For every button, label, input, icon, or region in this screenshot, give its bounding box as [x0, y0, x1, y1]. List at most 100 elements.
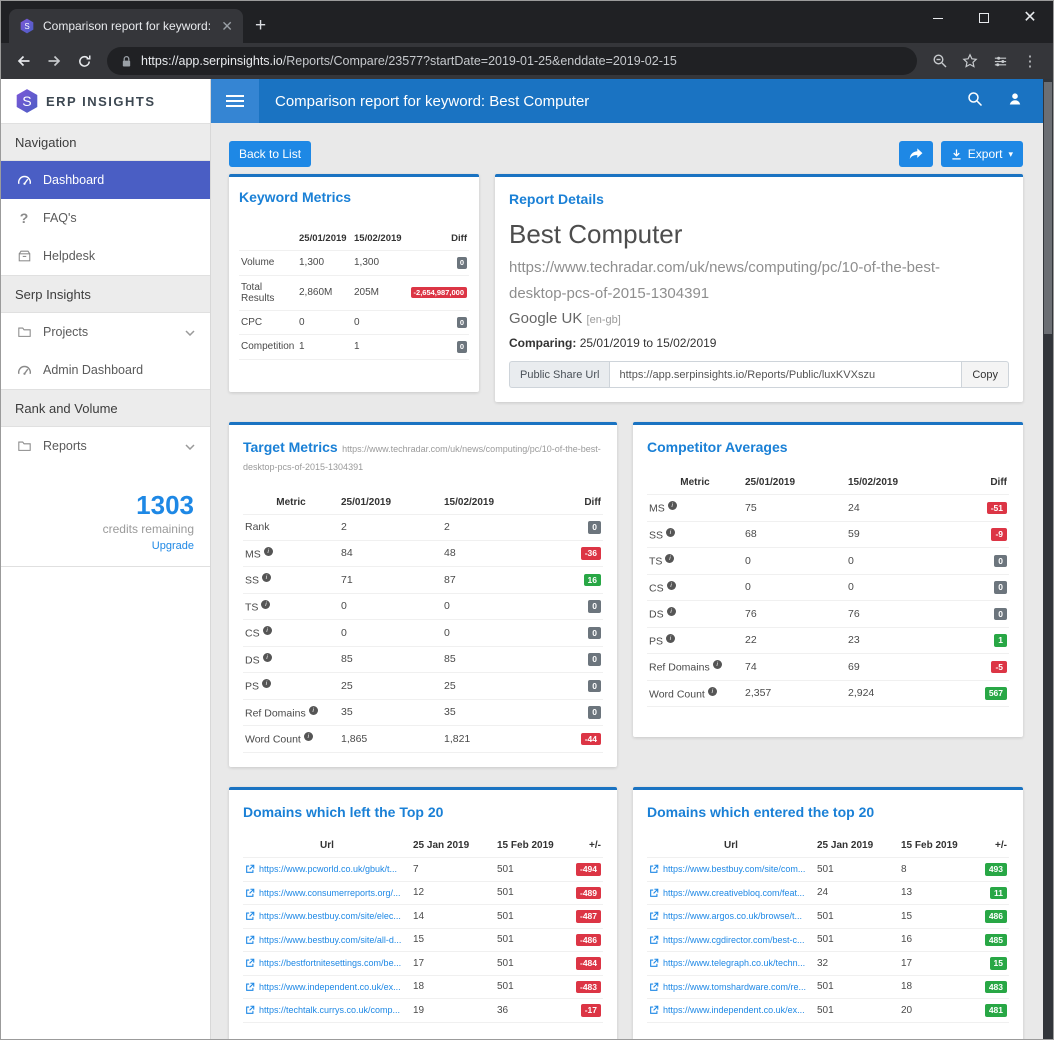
browser-menu-button[interactable]: ⋮: [1015, 47, 1045, 75]
sidebar-item-reports[interactable]: Reports: [1, 427, 210, 465]
zoom-button[interactable]: [925, 47, 955, 75]
domain-link[interactable]: https://www.pcworld.co.uk/gbuk/t...: [259, 864, 398, 875]
metric-label: CS: [649, 582, 664, 594]
domain-link[interactable]: https://www.tomshardware.com/re...: [663, 981, 807, 992]
close-button[interactable]: ✕: [1007, 1, 1053, 35]
sidebar-item-dashboard[interactable]: Dashboard: [1, 161, 210, 199]
domain-link[interactable]: https://www.independent.co.uk/ex...: [663, 1005, 805, 1016]
maximize-icon: [979, 13, 989, 23]
diff-badge: 0: [588, 679, 601, 692]
export-actions: Export ▾: [898, 141, 1023, 167]
value-second-date: 59: [846, 520, 949, 548]
info-icon[interactable]: i: [666, 607, 676, 616]
tab-close-icon[interactable]: ✕: [221, 18, 233, 34]
main-area: Comparison report for keyword: Best Comp…: [211, 79, 1053, 1039]
info-icon[interactable]: i: [666, 580, 676, 590]
sidebar-item-admin-dashboard[interactable]: Admin Dashboard: [1, 351, 210, 389]
info-icon[interactable]: i: [308, 705, 318, 715]
user-button[interactable]: [1007, 91, 1023, 112]
value-second-date: 23: [846, 626, 949, 654]
extension-button[interactable]: [985, 47, 1015, 75]
metric-label: SS: [649, 529, 664, 541]
maximize-button[interactable]: [961, 1, 1007, 35]
metric-label: SS: [245, 574, 260, 587]
metric-label: MS: [649, 502, 665, 515]
diff-badge: 486: [984, 910, 1007, 923]
brand-logo[interactable]: S ERP INSIGHTS: [1, 79, 210, 123]
domain-link[interactable]: https://www.telegraph.co.uk/techn...: [663, 958, 806, 969]
address-bar[interactable]: https://app.serpinsights.io/Reports/Comp…: [107, 47, 917, 75]
diff-badge: -2,654,987,000: [410, 286, 467, 299]
card-title-line: Target Metrics https://www.techradar.com…: [243, 439, 603, 475]
rank-first-date: 501: [815, 904, 899, 928]
info-icon[interactable]: i: [667, 501, 677, 510]
new-tab-button[interactable]: +: [255, 15, 267, 36]
info-icon[interactable]: i: [263, 546, 273, 556]
metrics-cards-row: Target Metrics https://www.techradar.com…: [229, 422, 1023, 767]
folder-icon: [16, 439, 32, 453]
domain-link[interactable]: https://www.bestbuy.com/site/com...: [663, 864, 806, 875]
sidebar-item-faqs[interactable]: ? FAQ's: [1, 199, 210, 237]
domain-link[interactable]: https://techtalk.currys.co.uk/comp...: [259, 1005, 401, 1016]
sidebar-item-helpdesk[interactable]: Helpdesk: [1, 237, 210, 275]
minimize-button[interactable]: [915, 1, 961, 35]
domain-link[interactable]: https://bestfortnitesettings.com/be...: [259, 958, 402, 969]
metric-label: PS: [245, 680, 260, 693]
diff-badge: 0: [588, 653, 601, 666]
table-row: TS i 0 0 0: [243, 592, 603, 620]
hamburger-button[interactable]: [211, 79, 259, 123]
forward-button[interactable]: [39, 47, 69, 75]
domain-link[interactable]: https://www.creativebloq.com/feat...: [663, 887, 805, 898]
info-icon[interactable]: i: [712, 660, 722, 669]
domain-link[interactable]: https://www.consumerreports.org/...: [259, 887, 401, 898]
search-button[interactable]: [967, 91, 983, 112]
bookmark-button[interactable]: [955, 47, 985, 75]
table-row: https://www.bestbuy.com/site/elec... 14 …: [243, 904, 603, 928]
browser-tab[interactable]: S Comparison report for keyword: ✕: [9, 9, 243, 43]
info-icon[interactable]: i: [707, 686, 717, 696]
forward-icon: [48, 55, 61, 67]
table-row: CPC 0 0 0: [239, 309, 469, 335]
info-icon[interactable]: i: [666, 527, 676, 537]
value-first-date: 0: [339, 592, 442, 620]
language-tag: [en-gb]: [586, 314, 621, 326]
value-first-date: 85: [339, 645, 442, 673]
metric-label: DS: [245, 654, 260, 666]
sidebar-item-label: Projects: [43, 325, 89, 339]
sidebar-item-projects[interactable]: Projects: [1, 313, 210, 351]
table-row: Ref Domains i 74 69 -5: [647, 653, 1009, 680]
info-icon[interactable]: i: [262, 626, 272, 635]
value-second-date: 1: [352, 334, 402, 360]
domain-link[interactable]: https://www.independent.co.uk/ex...: [259, 981, 401, 992]
diff-badge: 0: [456, 316, 467, 328]
page-scrollbar[interactable]: [1043, 79, 1053, 1039]
back-to-list-button[interactable]: Back to List: [229, 141, 312, 167]
domain-link[interactable]: https://www.bestbuy.com/site/all-d...: [259, 934, 402, 945]
share-button[interactable]: [898, 141, 933, 167]
share-url-input[interactable]: [609, 361, 963, 388]
info-icon[interactable]: i: [303, 732, 313, 741]
scrollbar-thumb[interactable]: [1044, 82, 1052, 334]
info-icon[interactable]: i: [262, 652, 272, 662]
domain-link[interactable]: https://www.cgdirector.com/best-c...: [663, 934, 805, 945]
column-header: Diff: [451, 233, 467, 244]
metric-label: TS: [649, 555, 663, 568]
app-header-actions: [967, 91, 1023, 112]
export-button[interactable]: Export ▾: [940, 141, 1023, 167]
favicon-serp-insights: S: [20, 18, 34, 34]
back-button[interactable]: [9, 47, 39, 75]
domain-link[interactable]: https://www.argos.co.uk/browse/t...: [663, 911, 803, 922]
upgrade-link[interactable]: Upgrade: [151, 539, 194, 552]
lock-icon[interactable]: [121, 55, 132, 68]
caret-down-icon: ▾: [1008, 148, 1013, 159]
info-icon[interactable]: i: [261, 599, 271, 609]
info-icon[interactable]: i: [666, 633, 676, 643]
info-icon[interactable]: i: [665, 554, 675, 563]
info-icon[interactable]: i: [262, 679, 272, 688]
domains-entered-table: Url 25 Jan 2019 15 Feb 2019 +/-: [647, 834, 1009, 1023]
info-icon[interactable]: i: [262, 573, 272, 582]
table-row: https://www.independent.co.uk/ex... 18 5…: [243, 974, 603, 999]
copy-button[interactable]: Copy: [962, 361, 1009, 388]
domain-link[interactable]: https://www.bestbuy.com/site/elec...: [259, 911, 401, 922]
reload-button[interactable]: [69, 47, 99, 75]
